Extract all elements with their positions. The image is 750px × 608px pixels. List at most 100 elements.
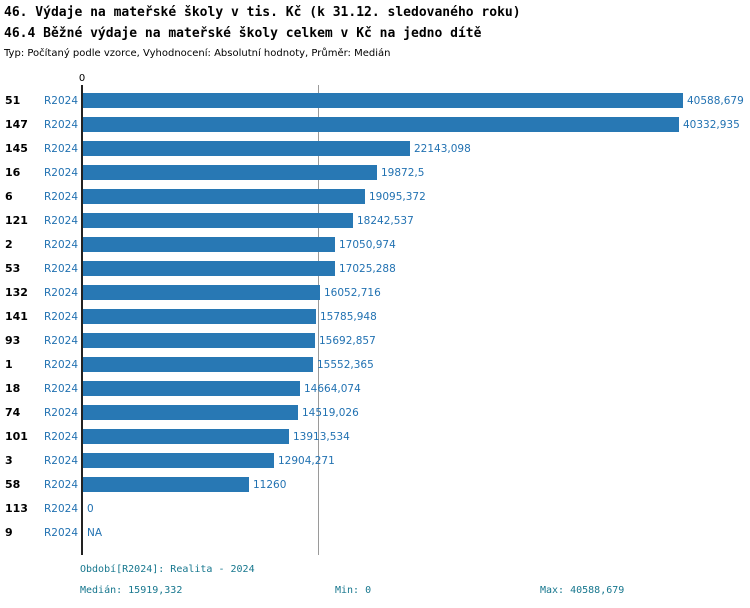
bar-value-label: 18242,537 xyxy=(357,215,414,227)
bar-value-label: 40588,679 xyxy=(687,95,744,107)
bar-value-label: 15785,948 xyxy=(320,311,377,323)
row-id-label: 113 xyxy=(5,502,28,515)
row-period-label: R2024 xyxy=(44,383,79,395)
row-period-label: R2024 xyxy=(44,479,79,491)
row-period-label: R2024 xyxy=(44,359,79,371)
footer-max-label: Max: 40588,679 xyxy=(540,585,625,596)
bar xyxy=(83,189,365,204)
chart-row: 2 R2024 17050,974 xyxy=(0,233,750,257)
chart-title: 46. Výdaje na mateřské školy v tis. Kč (… xyxy=(4,5,521,20)
row-id-label: 2 xyxy=(5,238,13,251)
bar xyxy=(83,477,249,492)
row-id-label: 51 xyxy=(5,94,21,107)
row-id-label: 6 xyxy=(5,190,13,203)
row-period-label: R2024 xyxy=(44,95,79,107)
chart-row: 51 R2024 40588,679 xyxy=(0,89,750,113)
bar-value-label: 11260 xyxy=(253,479,287,491)
bar xyxy=(83,93,683,108)
row-id-label: 93 xyxy=(5,334,21,347)
chart-subtitle: 46.4 Běžné výdaje na mateřské školy celk… xyxy=(4,26,482,41)
chart-row: 1 R2024 15552,365 xyxy=(0,353,750,377)
row-period-label: R2024 xyxy=(44,287,79,299)
chart-row: 113 R2024 0 xyxy=(0,497,750,521)
row-id-label: 101 xyxy=(5,430,28,443)
bar xyxy=(83,285,320,300)
chart-row: 53 R2024 17025,288 xyxy=(0,257,750,281)
chart-row: 18 R2024 14664,074 xyxy=(0,377,750,401)
row-id-label: 16 xyxy=(5,166,21,179)
footer-period-label: Období[R2024]: Realita - 2024 xyxy=(80,564,255,575)
row-period-label: R2024 xyxy=(44,215,79,227)
chart-row: 9 R2024 NA xyxy=(0,521,750,545)
chart-row: 74 R2024 14519,026 xyxy=(0,401,750,425)
row-period-label: R2024 xyxy=(44,407,79,419)
chart-row: 3 R2024 12904,271 xyxy=(0,449,750,473)
bar-value-label: 14664,074 xyxy=(304,383,361,395)
bar-value-label: 15692,857 xyxy=(319,335,376,347)
bar-value-label: NA xyxy=(87,527,103,539)
bar-value-label: 17050,974 xyxy=(339,239,396,251)
row-period-label: R2024 xyxy=(44,191,79,203)
chart-row: 16 R2024 19872,5 xyxy=(0,161,750,185)
bar xyxy=(83,165,377,180)
bar xyxy=(83,429,289,444)
row-period-label: R2024 xyxy=(44,503,79,515)
footer-min-label: Min: 0 xyxy=(335,585,372,596)
row-period-label: R2024 xyxy=(44,455,79,467)
row-period-label: R2024 xyxy=(44,263,79,275)
row-id-label: 18 xyxy=(5,382,21,395)
bar-value-label: 15552,365 xyxy=(317,359,374,371)
bar-value-label: 19095,372 xyxy=(369,191,426,203)
row-id-label: 58 xyxy=(5,478,21,491)
bar-value-label: 0 xyxy=(87,503,94,515)
bar xyxy=(83,213,353,228)
bar-value-label: 13913,534 xyxy=(293,431,350,443)
bar-value-label: 16052,716 xyxy=(324,287,381,299)
row-period-label: R2024 xyxy=(44,335,79,347)
row-period-label: R2024 xyxy=(44,143,79,155)
bar xyxy=(83,141,410,156)
chart-row: 58 R2024 11260 xyxy=(0,473,750,497)
row-period-label: R2024 xyxy=(44,119,79,131)
chart-rows: 51 R2024 40588,679 147 R2024 40332,935 145 R202… xyxy=(0,89,750,545)
bar xyxy=(83,261,335,276)
row-id-label: 132 xyxy=(5,286,28,299)
row-id-label: 1 xyxy=(5,358,13,371)
row-period-label: R2024 xyxy=(44,311,79,323)
bar xyxy=(83,357,313,372)
row-id-label: 147 xyxy=(5,118,28,131)
bar-value-label: 17025,288 xyxy=(339,263,396,275)
bar xyxy=(83,237,335,252)
chart-row: 147 R2024 40332,935 xyxy=(0,113,750,137)
row-id-label: 53 xyxy=(5,262,21,275)
chart-row: 93 R2024 15692,857 xyxy=(0,329,750,353)
row-id-label: 145 xyxy=(5,142,28,155)
chart-meta-line: Typ: Počítaný podle vzorce, Vyhodnocení:… xyxy=(4,48,391,59)
row-period-label: R2024 xyxy=(44,239,79,251)
bar xyxy=(83,309,316,324)
row-id-label: 74 xyxy=(5,406,21,419)
bar xyxy=(83,381,300,396)
row-id-label: 121 xyxy=(5,214,28,227)
footer-median-label: Medián: 15919,332 xyxy=(80,585,183,596)
bar-value-label: 14519,026 xyxy=(302,407,359,419)
bar-value-label: 19872,5 xyxy=(381,167,425,179)
axis-zero-label: 0 xyxy=(78,73,86,84)
median-gridline xyxy=(318,85,319,555)
y-axis-line xyxy=(81,85,83,555)
bar-value-label: 22143,098 xyxy=(414,143,471,155)
bar-value-label: 40332,935 xyxy=(683,119,740,131)
row-period-label: R2024 xyxy=(44,431,79,443)
bar-value-label: 12904,271 xyxy=(278,455,335,467)
bar xyxy=(83,333,315,348)
row-id-label: 9 xyxy=(5,526,13,539)
bar xyxy=(83,453,274,468)
chart-row: 121 R2024 18242,537 xyxy=(0,209,750,233)
chart-row: 132 R2024 16052,716 xyxy=(0,281,750,305)
chart-row: 145 R2024 22143,098 xyxy=(0,137,750,161)
row-id-label: 3 xyxy=(5,454,13,467)
chart-row: 6 R2024 19095,372 xyxy=(0,185,750,209)
row-period-label: R2024 xyxy=(44,167,79,179)
chart-row: 101 R2024 13913,534 xyxy=(0,425,750,449)
chart-row: 141 R2024 15785,948 xyxy=(0,305,750,329)
